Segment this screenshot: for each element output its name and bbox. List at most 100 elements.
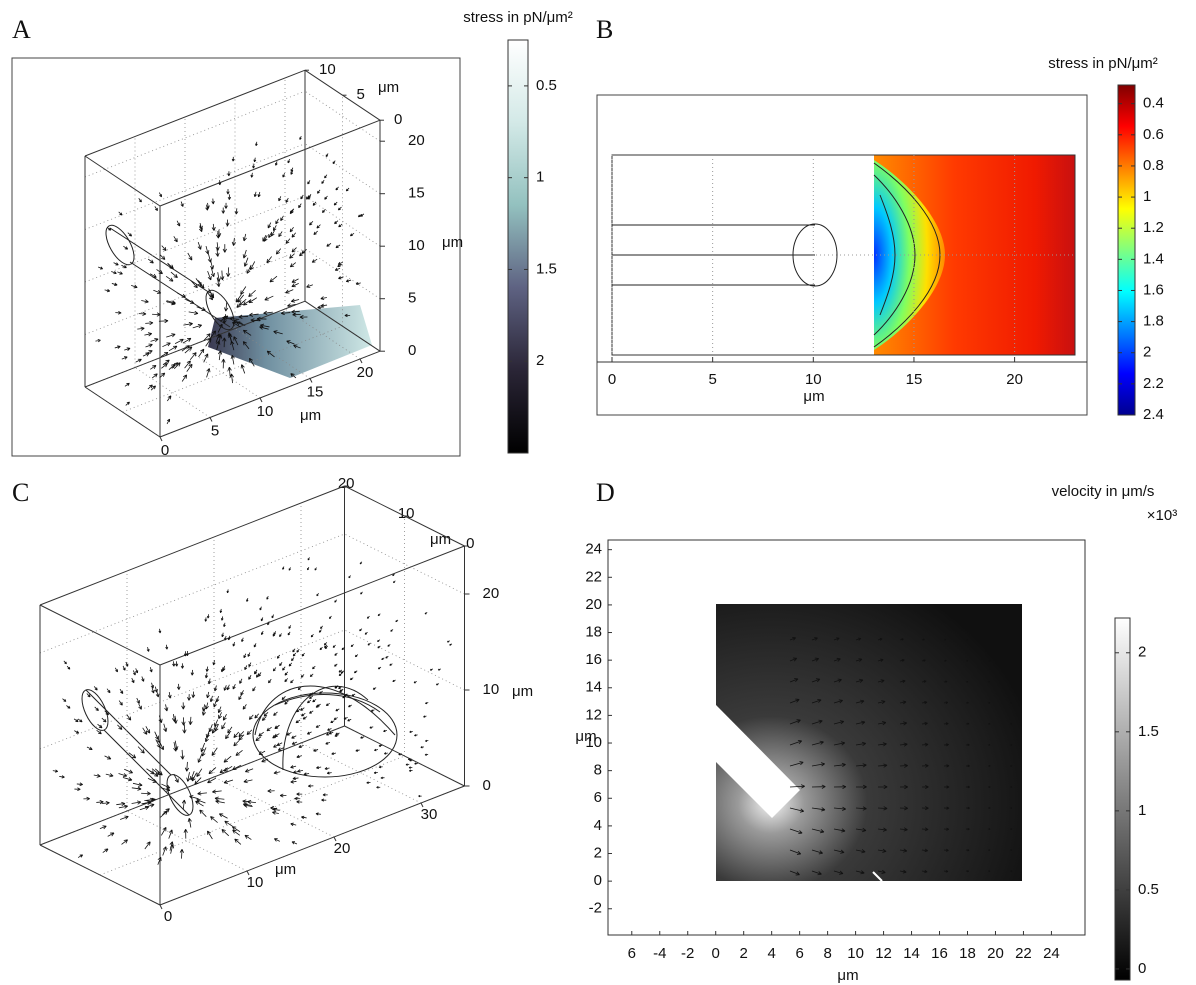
flow-arrow [341,647,345,651]
flow-arrow [302,716,308,720]
flow-arrow [899,763,908,768]
x-tick-label: 20 [357,364,374,381]
flow-arrow [987,807,991,809]
flow-arrow [347,718,352,722]
flow-arrow [316,765,322,770]
colorbar-tick-label: 0.8 [1143,157,1164,174]
flow-arrow [226,684,230,691]
flow-arrow [147,778,157,783]
flow-arrow [232,641,236,647]
colorbar-tick-label: 2 [1138,644,1146,661]
flow-arrow [325,741,331,745]
flow-arrow [235,750,243,756]
flow-arrow [965,849,970,852]
z-tick-label: 20 [483,585,500,602]
flow-arrow [333,201,338,206]
flow-arrow [1009,744,1013,746]
flow-arrow [124,382,130,387]
flow-arrow [204,672,209,679]
flow-arrow [334,267,341,271]
flow-arrow [286,732,292,736]
flow-arrow [296,708,301,713]
flow-arrow [429,668,434,671]
flow-arrow [206,691,210,699]
flow-arrow [182,724,187,734]
flow-arrow [273,770,281,775]
flow-arrow [877,721,887,726]
flow-arrow [284,678,289,683]
flow-arrow [789,698,800,704]
flow-arrow [284,671,289,676]
flow-arrow [398,753,403,756]
flow-arrow [221,632,225,638]
flow-arrow [334,685,339,689]
colorbar-tick-label: 1.5 [536,260,557,277]
flow-arrow [146,797,156,802]
flow-arrow [248,662,252,668]
flow-arrow [345,187,350,192]
flow-arrow [141,676,145,682]
flow-arrow [877,637,883,641]
flow-arrow [377,645,381,649]
flow-arrow [291,741,298,745]
box-edge [84,386,161,438]
flow-arrow [316,593,319,597]
flow-arrow [215,247,220,257]
box-edge [344,725,465,787]
colorbar-tick-label: 1 [536,169,544,186]
flow-arrow [291,735,297,739]
flow-arrow [297,769,304,773]
flow-arrow [167,692,172,699]
flow-arrow [290,679,294,684]
flow-arrow [244,768,254,773]
flow-arrow [211,198,215,205]
y-tick-label: 22 [585,568,602,585]
colorbar-tick-label: 1 [1143,188,1151,205]
flow-arrow [267,621,270,626]
flow-arrow [188,716,193,725]
flow-arrow [423,715,427,718]
panel-letter: C [12,478,29,507]
flow-arrow [191,772,197,782]
flow-arrow [181,799,187,810]
flow-arrow [392,679,396,682]
box-edge [84,69,306,157]
flow-arrow [158,192,162,198]
flow-arrow [833,849,845,854]
flow-arrow [242,299,252,306]
flow-arrow [370,709,375,712]
flow-arrow [204,702,209,710]
flow-arrow [183,322,193,327]
flow-arrow [141,791,151,796]
flow-arrow [1009,638,1013,641]
flow-arrow [833,762,846,768]
flow-arrow [141,299,149,304]
flow-arrow [59,775,65,779]
flow-arrow [292,648,296,653]
flow-arrow [137,326,145,331]
flow-arrow [789,657,798,662]
flow-arrow [316,224,321,229]
flow-arrow [242,329,252,336]
flow-arrow [301,712,306,717]
flow-arrow [94,706,99,711]
flow-arrow [230,354,235,365]
flow-arrow [326,243,332,247]
flow-arrow [965,722,970,725]
colorbar-tick-label: 1.4 [1143,250,1164,267]
flow-arrow [151,373,158,379]
flow-arrow [309,673,314,678]
flow-arrow [293,344,301,349]
flow-arrow [223,779,234,784]
flow-arrow [855,658,863,662]
flow-arrow [877,658,884,662]
flow-arrow [307,784,314,788]
x-tick-label: 8 [823,945,831,962]
flow-arrow [271,614,274,619]
box-edge [159,785,465,906]
flow-arrow [300,194,304,200]
flow-arrow [377,666,382,670]
flow-arrow [324,195,328,200]
x-tick-label: 4 [767,945,775,962]
flow-arrow [205,338,212,347]
